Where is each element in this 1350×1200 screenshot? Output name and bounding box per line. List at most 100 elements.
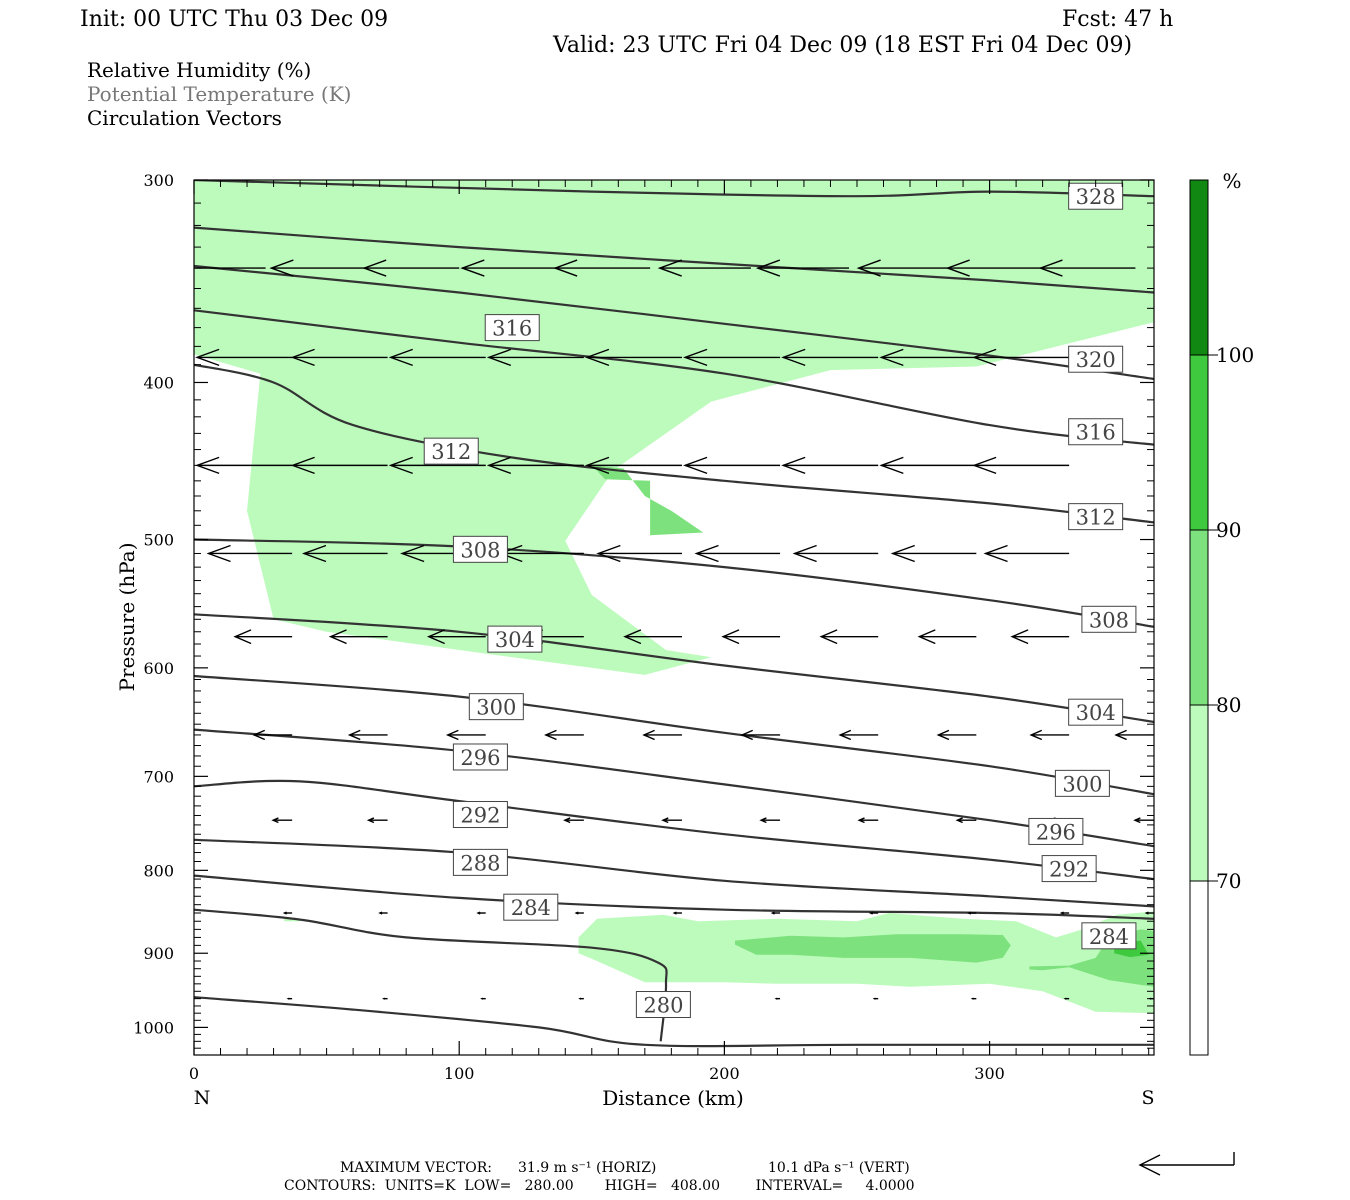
circulation-vector [856, 259, 950, 277]
y-tick-label: 600 [143, 659, 174, 678]
circulation-vector [480, 997, 486, 1000]
y-tick-label: 1000 [133, 1018, 174, 1037]
theta-label-box [1068, 503, 1124, 531]
circulation-vector [206, 544, 293, 563]
vector-head [366, 817, 375, 824]
x-tick-label: 100 [444, 1064, 475, 1083]
theta-contour-labels: 328 320 316 316 312 312 308 308 304 304 300 300 296 2… [423, 182, 1137, 1019]
vector-head [856, 259, 881, 277]
circulation-vector [983, 544, 1070, 563]
vector-head [972, 348, 997, 367]
theta-label-box [1068, 698, 1124, 726]
circulation-vector [486, 348, 584, 367]
circulation-vector [362, 259, 460, 277]
colorbar-segment-4 [1189, 179, 1209, 356]
vector-head [642, 729, 655, 741]
circulation-vector [366, 817, 388, 824]
vector-head [426, 629, 445, 645]
vector-head [1063, 997, 1067, 1000]
vector-head [563, 817, 571, 824]
colorbar-unit: % [1222, 169, 1241, 193]
circulation-vector [936, 729, 977, 741]
vector-head [1144, 911, 1149, 915]
x-tick-label: 200 [709, 1064, 740, 1083]
circulation-vector [755, 259, 850, 277]
theta-label-316: 316 [492, 317, 532, 341]
vector-head [584, 348, 610, 367]
vector-head [683, 348, 708, 367]
vector-head [486, 456, 512, 475]
vector-head [868, 911, 874, 915]
circulation-vector [426, 629, 486, 645]
y-tick-label: 800 [143, 861, 174, 880]
theta-contour-320 [194, 264, 1154, 381]
theta-label-296: 296 [1036, 820, 1076, 844]
field-label-rh: Relative Humidity (%) [87, 58, 311, 82]
theta-contour-300 [194, 674, 1154, 796]
vector-head [1133, 817, 1141, 824]
vector-head [206, 544, 231, 563]
theta-label-box [423, 437, 479, 465]
circulation-vector [819, 629, 879, 645]
theta-label-308: 308 [1089, 608, 1129, 632]
colorbar-segment-3 [1189, 354, 1209, 531]
vector-head [445, 729, 459, 741]
circulation-vector [347, 729, 388, 741]
theta-contour-280 [194, 996, 1154, 1048]
north-label: N [194, 1087, 211, 1109]
circulation-vector [290, 348, 388, 367]
colorbar-segment-0 [1189, 880, 1209, 1056]
circulation-vector [781, 348, 879, 367]
reference-vector-arrow [1138, 1152, 1235, 1176]
colorbar-label: 70 [1216, 869, 1241, 893]
circulation-vector [661, 817, 682, 824]
circulation-vector [563, 817, 584, 824]
circulation-vector [476, 911, 486, 915]
vector-head [286, 997, 290, 1000]
vector-head [378, 911, 383, 915]
vector-head [970, 997, 974, 1000]
circulation-vector [378, 911, 388, 915]
circulation-vector [553, 259, 651, 277]
vector-head [1029, 729, 1043, 741]
vector-head [694, 544, 719, 563]
vector-head [578, 997, 582, 1000]
vector-head [879, 348, 904, 367]
vector-head [544, 729, 557, 741]
vector-head [328, 629, 347, 645]
vector-head [623, 629, 642, 645]
circulation-vector [1059, 911, 1070, 915]
vector-head [400, 544, 425, 563]
y-axis-label: Pressure (hPa) [115, 543, 139, 692]
y-tick-label: 500 [143, 531, 174, 550]
circulation-vector [890, 544, 977, 563]
circulation-vector [721, 629, 781, 645]
field-label-vectors: Circulation Vectors [87, 106, 282, 130]
vector-head [476, 911, 481, 915]
circulation-vector [642, 729, 682, 741]
vector-head [872, 997, 876, 1000]
vector-head [683, 456, 708, 475]
vector-head [195, 348, 220, 367]
circulation-vector [1010, 629, 1070, 645]
vector-head [290, 348, 315, 367]
circulation-vector [486, 456, 584, 475]
circulation-vector [290, 456, 388, 475]
y-tick-label: 300 [143, 171, 174, 190]
colorbar: 70 80 90 100 [1189, 179, 1254, 1056]
theta-label-316: 316 [1076, 421, 1116, 445]
vector-head [574, 911, 579, 915]
vector-head [755, 259, 781, 277]
circulation-vector [792, 544, 879, 563]
circulation-vector [460, 259, 558, 277]
y-tick-label: 700 [143, 767, 174, 786]
theta-contours [194, 180, 1154, 1048]
theta-label-box [484, 314, 540, 342]
circulation-vector [694, 544, 781, 563]
theta-contour-304 [194, 613, 1154, 724]
vector-head [838, 729, 852, 741]
vector-head [584, 456, 610, 475]
circulation-vector [596, 544, 682, 563]
vector-head [171, 260, 193, 276]
